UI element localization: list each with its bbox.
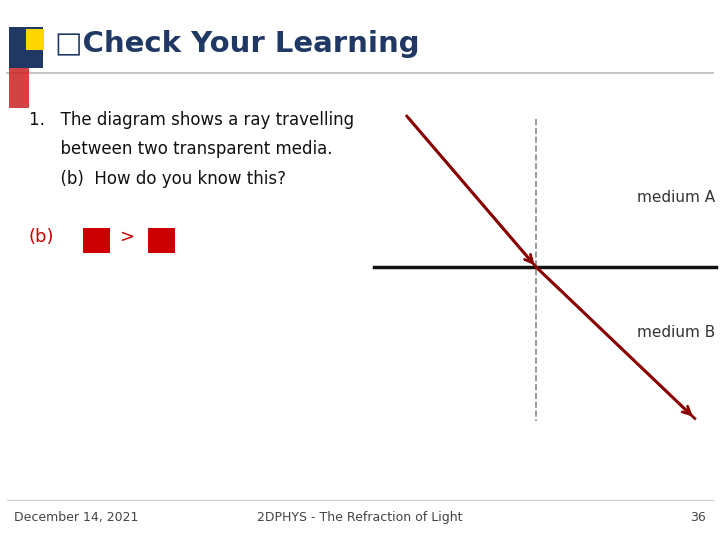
Text: (b)  How do you know this?: (b) How do you know this? <box>29 170 286 188</box>
Bar <box>26 29 44 50</box>
Text: 1.   The diagram shows a ray travelling: 1. The diagram shows a ray travelling <box>29 111 354 129</box>
Text: 36: 36 <box>690 511 706 524</box>
Text: medium A: medium A <box>637 190 716 205</box>
Text: B: B <box>156 233 166 247</box>
Text: A: A <box>91 233 102 247</box>
Text: December 14, 2021: December 14, 2021 <box>14 511 139 524</box>
Bar <box>83 228 110 253</box>
Text: >: > <box>119 227 134 246</box>
Text: (b): (b) <box>29 227 54 246</box>
Bar <box>9 27 43 68</box>
Text: □Check Your Learning: □Check Your Learning <box>55 30 420 58</box>
Text: medium B: medium B <box>637 325 716 340</box>
Bar <box>148 228 175 253</box>
Bar <box>9 68 29 108</box>
Text: between two transparent media.: between two transparent media. <box>29 140 333 158</box>
Text: 2DPHYS - The Refraction of Light: 2DPHYS - The Refraction of Light <box>257 511 463 524</box>
